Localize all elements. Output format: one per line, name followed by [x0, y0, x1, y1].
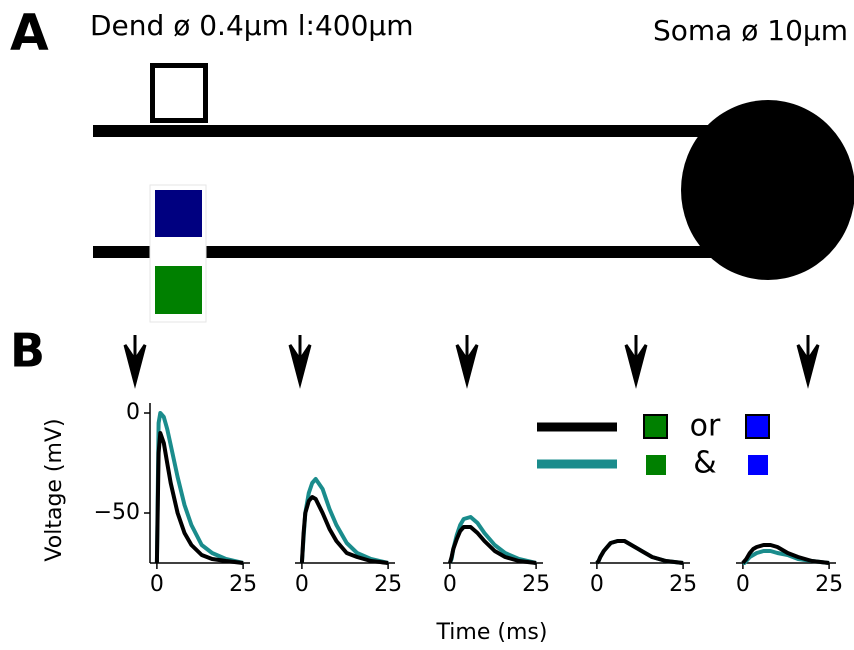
soma — [681, 100, 854, 280]
synapse-box — [150, 63, 208, 123]
panel-label: A — [10, 4, 49, 62]
synapse-box — [155, 266, 202, 314]
x-tick-label: 25 — [669, 572, 697, 597]
x-tick-label: 25 — [229, 572, 257, 597]
x-tick-label: 0 — [295, 572, 309, 597]
legend: &or — [537, 409, 770, 481]
voltage-trace — [299, 495, 389, 565]
x-tick-label: 0 — [590, 572, 604, 597]
y-tick-label: 0 — [126, 400, 140, 425]
arrow — [123, 335, 147, 389]
y-tick-label: −50 — [94, 500, 140, 525]
synapse-box — [155, 190, 202, 237]
soma-label: Soma ø 10µm — [653, 14, 848, 47]
voltage-trace — [154, 411, 244, 565]
legend-swatch — [646, 455, 666, 475]
x-tick-label: 0 — [736, 572, 750, 597]
dendrite-label: Dend ø 0.4µm l:400µm — [90, 9, 414, 42]
legend-label: & — [693, 446, 716, 481]
legend-swatch — [643, 414, 668, 439]
dendrite — [93, 125, 733, 137]
arrow — [455, 335, 479, 389]
voltage-trace — [447, 525, 537, 565]
x-tick-label: 25 — [815, 572, 843, 597]
x-axis-label: Time (ms) — [436, 620, 548, 645]
voltage-trace — [448, 515, 537, 565]
voltage-trace — [595, 539, 684, 565]
x-tick-label: 0 — [443, 572, 457, 597]
voltage-trace — [154, 431, 244, 565]
neuron-diagram — [93, 63, 854, 323]
voltage-trace — [741, 543, 830, 565]
legend-label: or — [690, 409, 721, 444]
arrow — [288, 335, 312, 389]
x-tick-label: 25 — [374, 572, 402, 597]
y-axis-label: Voltage (mV) — [42, 418, 67, 561]
stimulus-arrows — [123, 335, 820, 389]
x-tick-label: 25 — [522, 572, 550, 597]
x-tick-label: 0 — [150, 572, 164, 597]
panel-label: B — [10, 324, 45, 378]
arrow — [624, 335, 648, 389]
dendrite — [93, 246, 733, 258]
legend-swatch — [745, 414, 770, 439]
arrow — [796, 335, 820, 389]
legend-swatch — [748, 455, 768, 475]
